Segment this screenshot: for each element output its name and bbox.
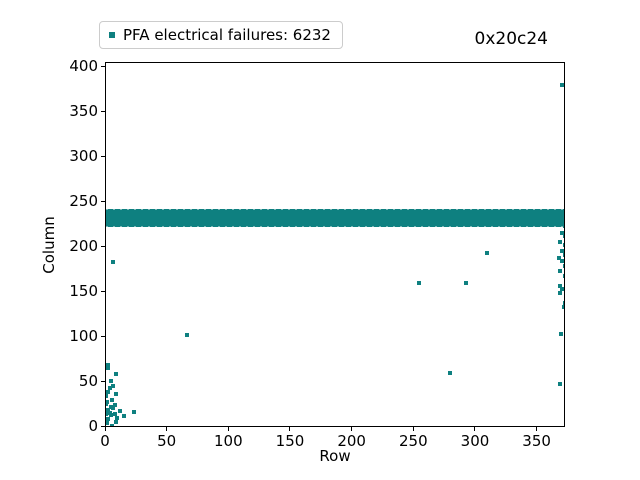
x-tick-label: 50 [157,432,177,450]
y-tick-mark [101,110,105,112]
scatter-point [562,234,564,239]
x-tick-label: 250 [398,432,428,450]
y-tick-mark [101,65,105,67]
scatter-point [560,287,564,292]
x-tick-label: 200 [337,432,366,450]
scatter-point [562,243,564,248]
scatter-point [557,269,562,274]
scatter-point [106,407,111,412]
x-tick-mark [289,427,291,431]
scatter-point [108,379,113,384]
x-tick-mark [536,427,538,431]
scatter-point [122,414,127,419]
x-tick-label: 100 [213,432,243,450]
scatter-point [111,406,116,411]
scatter-point [111,383,116,388]
scatter-point [560,258,564,263]
failure-band [106,208,564,229]
scatter-point [106,394,108,399]
x-tick-label: 350 [522,432,551,450]
y-tick-label: 400 [69,57,98,75]
scatter-point [113,391,118,396]
scatter-point [106,401,108,406]
scatter-point [112,412,117,417]
scatter-point [448,371,453,375]
scatter-point [417,281,422,285]
x-tick-mark [474,427,476,431]
scatter-point [562,253,564,258]
scatter-point [485,251,490,256]
x-axis-label: Row [319,447,351,465]
y-tick-mark [101,245,105,247]
scatter-point [560,248,564,253]
y-tick-mark [101,335,105,337]
scatter-point [560,230,564,235]
scatter-point [557,283,562,288]
scatter-point [557,290,562,295]
scatter-point [562,300,564,305]
y-tick-label: 250 [69,192,98,210]
scatter-point [562,263,564,268]
y-tick-mark [101,155,105,157]
legend: PFA electrical failures: 6232 [99,21,343,49]
scatter-point [117,408,122,413]
scatter-point [106,389,111,394]
x-tick-mark [351,427,353,431]
scatter-point [113,419,118,424]
y-tick-label: 0 [88,417,98,435]
plot-area [105,62,565,427]
scatter-point [557,239,562,244]
x-tick-mark [412,427,414,431]
scatter-point [106,411,108,416]
scatter-point [106,365,111,370]
scatter-point [561,305,564,310]
scatter-point [107,410,112,415]
y-tick-label: 150 [69,282,98,300]
legend-label: PFA electrical failures: 6232 [123,26,331,44]
y-tick-mark [101,200,105,202]
scatter-point [560,83,564,87]
scatter-point [185,333,190,338]
scatter-point [464,281,469,285]
y-tick-mark [101,380,105,382]
y-tick-label: 200 [69,237,98,255]
y-tick-mark [101,290,105,292]
scatter-point [556,255,561,260]
scatter-point [562,273,564,278]
y-tick-label: 300 [69,147,98,165]
y-axis-label: Column [40,216,58,274]
scatter-point [115,416,120,420]
x-tick-label: 0 [100,432,110,450]
y-tick-label: 50 [78,372,98,390]
scatter-point [132,409,137,414]
scatter-point [108,413,113,418]
scatter-point [106,416,111,421]
scatter-point [108,405,113,410]
scatter-point [106,421,110,426]
scatter-point [110,424,115,426]
scatter-point [562,224,564,229]
scatter-point [107,386,112,391]
scatter-point [106,362,111,367]
y-tick-label: 350 [69,102,98,120]
scatter-point [113,371,118,376]
x-tick-label: 150 [275,432,305,450]
x-tick-mark [227,427,229,431]
scatter-point [111,260,116,265]
scatter-point [110,398,115,402]
x-tick-label: 300 [460,432,490,450]
scatter-point [557,381,562,386]
legend-marker-icon [109,32,115,38]
y-tick-mark [101,425,105,427]
chart-title: 0x20c24 [474,29,549,49]
scatter-point [112,403,117,408]
y-tick-label: 100 [69,327,98,345]
x-tick-mark [166,427,168,431]
x-tick-mark [104,427,106,431]
scatter-point [559,332,564,337]
